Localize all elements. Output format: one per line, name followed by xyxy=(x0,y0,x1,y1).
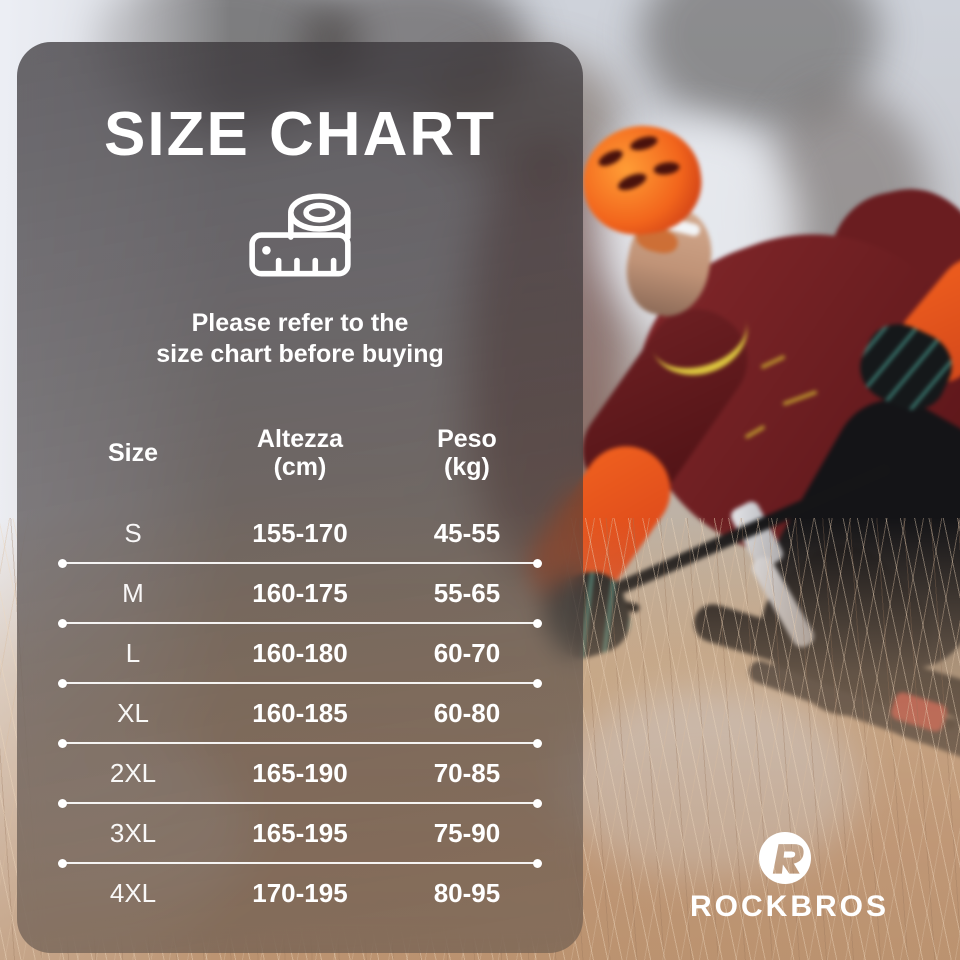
size-value: L xyxy=(125,637,141,668)
table-row: M 160-175 55-65 xyxy=(58,564,542,622)
table-row: XL 160-185 60-80 xyxy=(58,684,542,742)
size-table: Size Altezza (cm) Peso (kg) S 155-170 45… xyxy=(17,414,583,922)
table-row: S 155-170 45-55 xyxy=(58,504,542,562)
size-value: M xyxy=(122,577,144,608)
table-row: 2XL 165-190 70-85 xyxy=(58,744,542,802)
height-value: 165-190 xyxy=(252,757,348,788)
weight-value: 60-70 xyxy=(433,637,501,668)
rockbros-logo-icon xyxy=(759,832,811,884)
height-value: 160-185 xyxy=(252,697,348,728)
header-size: Size xyxy=(108,439,159,467)
size-value: 3XL xyxy=(109,817,157,848)
weight-value: 70-85 xyxy=(433,757,501,788)
weight-value: 55-65 xyxy=(433,577,501,608)
size-value: 2XL xyxy=(109,757,157,788)
height-value: 170-195 xyxy=(252,877,348,908)
weight-value: 75-90 xyxy=(433,817,501,848)
height-value: 160-175 xyxy=(252,577,348,608)
brand-logo: ROCKBROS xyxy=(690,832,890,924)
row-divider xyxy=(58,798,542,808)
header-weight: Peso (kg) xyxy=(437,425,497,481)
note-line-2: size chart before buying xyxy=(156,340,444,368)
weight-value: 60-80 xyxy=(433,697,501,728)
row-divider xyxy=(58,678,542,688)
row-divider xyxy=(58,858,542,868)
row-divider xyxy=(58,738,542,748)
height-value: 160-180 xyxy=(252,637,348,668)
note-line-1: Please refer to the xyxy=(191,309,409,337)
header-height: Altezza (cm) xyxy=(256,425,344,481)
row-divider xyxy=(58,618,542,628)
helmet-vent xyxy=(596,147,625,170)
measuring-tape-icon xyxy=(249,193,351,277)
size-chart-note: Please refer to the size chart before bu… xyxy=(156,308,444,370)
size-chart-panel: SIZE CHART Please refer to the size char… xyxy=(17,42,583,953)
table-row: 3XL 165-195 75-90 xyxy=(58,804,542,862)
size-value: 4XL xyxy=(109,877,157,908)
size-table-header: Size Altezza (cm) Peso (kg) xyxy=(58,414,542,492)
table-row: L 160-180 60-70 xyxy=(58,624,542,682)
table-row: 4XL 170-195 80-95 xyxy=(58,864,542,922)
size-value: XL xyxy=(117,697,149,728)
helmet-vent xyxy=(652,160,681,177)
brand-name: ROCKBROS xyxy=(690,890,890,923)
page-title: SIZE CHART xyxy=(104,100,496,169)
size-table-rows: S 155-170 45-55 M 160-175 55-65 L 160-18… xyxy=(58,504,542,922)
row-divider xyxy=(58,558,542,568)
height-value: 155-170 xyxy=(252,517,348,548)
height-value: 165-195 xyxy=(252,817,348,848)
size-value: S xyxy=(124,517,142,548)
weight-value: 80-95 xyxy=(433,877,501,908)
helmet-vent xyxy=(628,133,660,154)
helmet-vent xyxy=(615,170,649,194)
weight-value: 45-55 xyxy=(433,517,501,548)
